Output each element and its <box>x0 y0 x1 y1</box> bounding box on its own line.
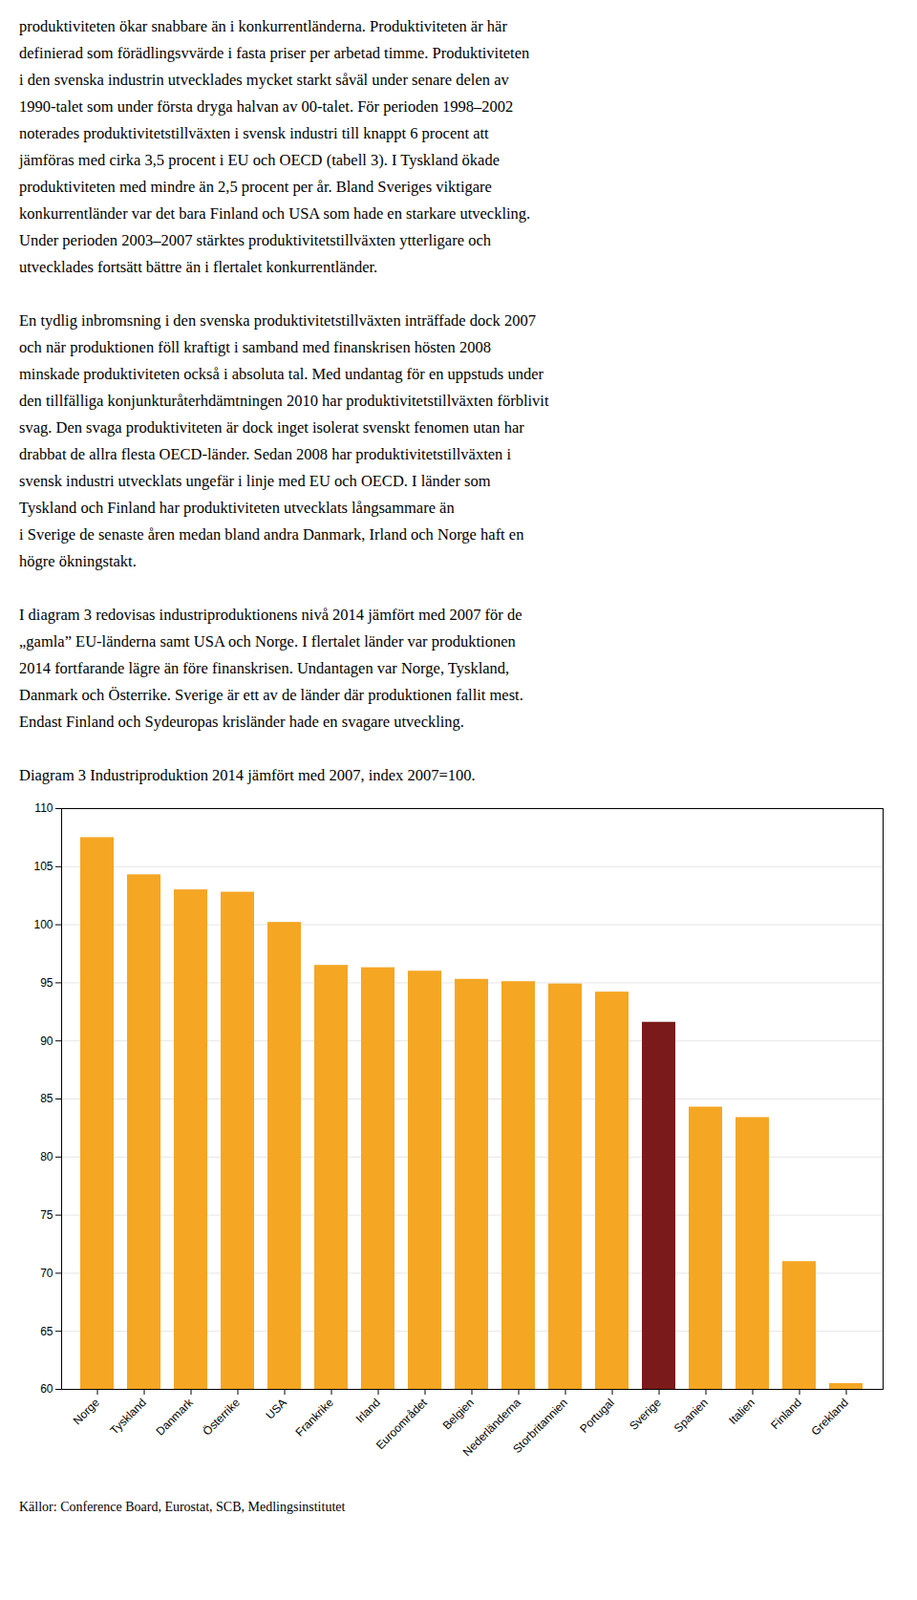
html-text:Endast Finland och Sydeuropas: Endast Finland och Sydeuropas krisländer… <box>19 712 465 731</box>
html-text:Diagram 3 Industriproduktion 2: Diagram 3 Industriproduktion 2014 jämför… <box>19 766 476 785</box>
html-text:konkurrentländer var det bara: konkurrentländer var det bara Finland oc… <box>19 204 531 223</box>
svg-text:70: 70 <box>40 1266 54 1280</box>
html-text:utvecklades fortsätt bättre än: utvecklades fortsätt bättre än i flertal… <box>19 257 378 277</box>
html-text:den tillfälliga konjunkturåter: den tillfälliga konjunkturåterhdämtninge… <box>19 391 549 410</box>
svg-text:Finland: Finland <box>767 1395 805 1432</box>
html-text:produktiviteten ökar snabbare: produktiviteten ökar snabbare än i konku… <box>19 17 508 36</box>
html-text:Källor: Conference Board, Euro: Källor: Conference Board, Eurostat, SCB,… <box>19 1499 346 1515</box>
html-text:noterades produktivitetstillvä: noterades produktivitetstillväxten i sve… <box>19 124 489 143</box>
html-text:En tydlig inbromsning i den sv: En tydlig inbromsning i den svenska prod… <box>19 311 536 330</box>
html-text:minskade produktiviteten också: minskade produktiviteten också i absolut… <box>19 364 544 384</box>
svg-text:Belgien: Belgien <box>440 1395 477 1432</box>
svg-text:105: 105 <box>33 859 53 874</box>
svg-text:Italien: Italien <box>725 1395 758 1428</box>
html-text:2014 fortfarande lägre än före: 2014 fortfarande lägre än före finanskri… <box>19 659 510 678</box>
svg-text:80: 80 <box>40 1150 54 1164</box>
svg-text:Portugal: Portugal <box>576 1395 618 1436</box>
svg-text:110: 110 <box>34 801 53 815</box>
html-text:„gamla” EU-länderna samt USA o: „gamla” EU-länderna samt USA och Norge. … <box>19 632 516 651</box>
svg-text:85: 85 <box>40 1091 54 1106</box>
html-text:jämföras med cirka 3,5 procent: jämföras med cirka 3,5 procent i EU och … <box>19 150 500 170</box>
html-text:Under perioden 2003–2007 stärk: Under perioden 2003–2007 stärktes produk… <box>19 231 491 250</box>
svg-text:Storbritannien: Storbritannien <box>510 1395 571 1456</box>
svg-text:65: 65 <box>40 1324 54 1339</box>
html-text:svag. Den svaga produktivitete: svag. Den svaga produktiviteten är dock … <box>19 418 525 437</box>
html-text:Tyskland och Finland har produ: Tyskland och Finland har produktiviteten… <box>19 498 455 517</box>
html-text:och när produktionen föll kraf: och när produktionen föll kraftigt i sam… <box>19 338 491 357</box>
svg-text:Grekland: Grekland <box>808 1395 851 1438</box>
svg-text:Danmark: Danmark <box>153 1395 197 1439</box>
svg-text:USA: USA <box>262 1395 289 1422</box>
svg-text:95: 95 <box>40 976 54 990</box>
html-text:definierad som förädlingsvvärd: definierad som förädlingsvvärde i fasta … <box>19 43 530 63</box>
html-text:produktiviteten med mindre än: produktiviteten med mindre än 2,5 procen… <box>19 177 492 196</box>
html-text:I diagram 3 redovisas industri: I diagram 3 redovisas industriproduktion… <box>19 605 523 624</box>
svg-text:Österrike: Österrike <box>200 1395 244 1439</box>
svg-text:Norge: Norge <box>70 1395 103 1428</box>
svg-text:Euroområdet: Euroområdet <box>373 1395 430 1452</box>
svg-text:90: 90 <box>40 1034 54 1048</box>
svg-text:Nederländerna: Nederländerna <box>460 1395 524 1459</box>
svg-text:Spanien: Spanien <box>671 1395 711 1435</box>
html-text:drabbat de allra flesta OECD-l: drabbat de allra flesta OECD-länder. Sed… <box>19 445 512 464</box>
svg-text:60: 60 <box>40 1382 54 1396</box>
svg-text:75: 75 <box>40 1208 54 1222</box>
svg-text:Sverige: Sverige <box>626 1395 664 1433</box>
html-text:1990-talet som under första dr: 1990-talet som under första dryga halvan… <box>19 97 514 116</box>
html-text:högre ökningstakt.: högre ökningstakt. <box>19 552 137 571</box>
html-text:svensk industri utvecklats ung: svensk industri utvecklats ungefär i lin… <box>19 471 491 491</box>
svg-text:Frankrike: Frankrike <box>293 1395 337 1439</box>
html-text:i den svenska industrin utveck: i den svenska industrin utvecklades myck… <box>19 70 509 89</box>
svg-text:100: 100 <box>33 917 53 932</box>
svg-text:Irland: Irland <box>353 1395 384 1426</box>
svg-text:Tyskland: Tyskland <box>106 1395 149 1437</box>
html-text:Danmark och Österrike. Sverige: Danmark och Österrike. Sverige är ett av… <box>19 685 524 704</box>
html-text:i Sverige de senaste åren meda: i Sverige de senaste åren medan bland an… <box>19 525 524 544</box>
